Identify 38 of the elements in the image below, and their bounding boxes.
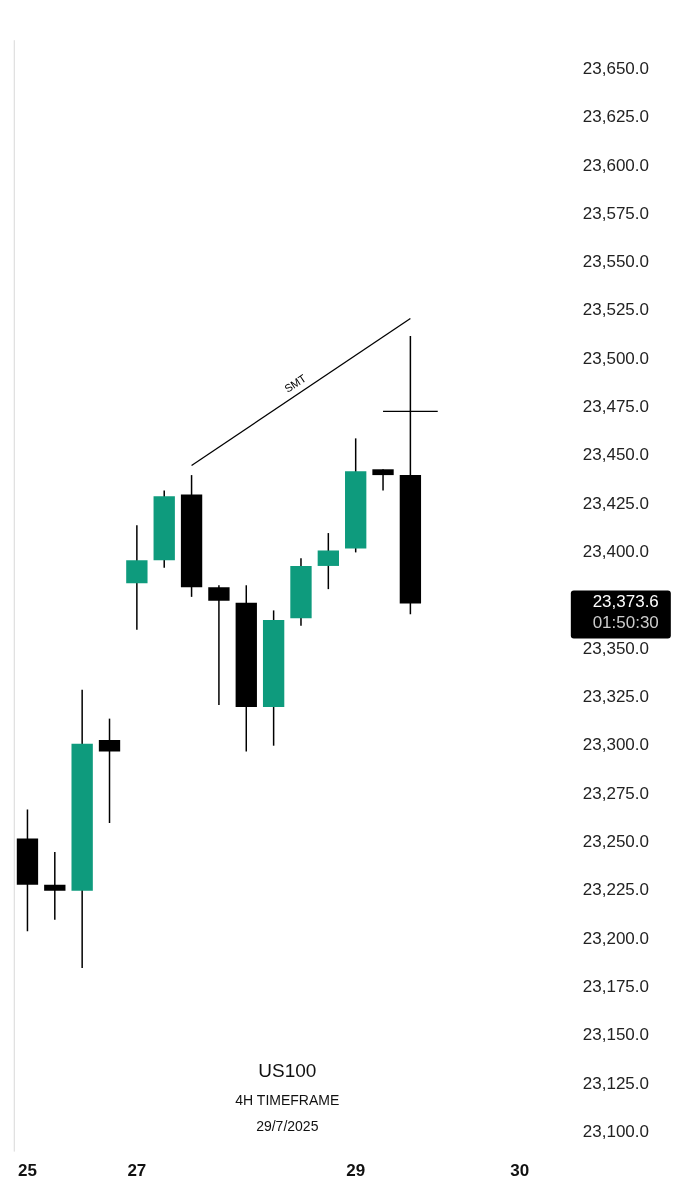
y-tick-label: 23,650.0 bbox=[582, 58, 650, 78]
y-tick-label: 23,150.0 bbox=[582, 1025, 650, 1045]
y-tick-label: 23,525.0 bbox=[582, 300, 650, 320]
y-tick-label: 23,625.0 bbox=[582, 107, 650, 127]
annotation: 4H TIMEFRAME bbox=[235, 1092, 340, 1109]
y-tick-label: 23,475.0 bbox=[582, 397, 650, 417]
text: SMT bbox=[282, 371, 309, 395]
text: 23,373.6 bbox=[592, 592, 659, 612]
x-tick-label: 30 bbox=[510, 1161, 530, 1181]
y-tick-label: 23,125.0 bbox=[582, 1073, 650, 1093]
candlestick bbox=[126, 524, 148, 631]
y-tick-label: 23,550.0 bbox=[582, 252, 650, 272]
candlestick bbox=[208, 584, 230, 706]
y-tick-label: 23,500.0 bbox=[582, 348, 650, 368]
text: 01:50:30 bbox=[592, 613, 659, 633]
candlestick bbox=[372, 468, 394, 492]
y-tick-label: 23,425.0 bbox=[582, 493, 650, 513]
y-tick-label: 23,350.0 bbox=[582, 638, 650, 658]
candlestick bbox=[44, 851, 66, 921]
annotation: US100 bbox=[258, 1059, 317, 1081]
y-tick-label: 23,400.0 bbox=[582, 542, 650, 562]
annotation: 29/7/2025 bbox=[256, 1118, 319, 1135]
y-tick-label: 23,450.0 bbox=[582, 445, 650, 465]
y-tick-label: 23,275.0 bbox=[582, 783, 650, 803]
y-tick-label: 23,600.0 bbox=[582, 155, 650, 175]
x-tick-label: 29 bbox=[346, 1161, 366, 1181]
y-tick-label: 23,100.0 bbox=[582, 1121, 650, 1141]
candlestick bbox=[317, 532, 339, 590]
y-tick-label: 23,325.0 bbox=[582, 687, 650, 707]
x-tick-label: 25 bbox=[17, 1161, 37, 1181]
y-tick-label: 23,575.0 bbox=[582, 203, 650, 223]
x-tick-label: 27 bbox=[127, 1161, 147, 1181]
y-tick-label: 23,250.0 bbox=[582, 832, 650, 852]
y-tick-label: 23,300.0 bbox=[582, 735, 650, 755]
y-tick-label: 23,225.0 bbox=[582, 880, 650, 900]
candlestick bbox=[98, 717, 121, 824]
y-tick-label: 23,175.0 bbox=[582, 976, 650, 996]
y-tick-label: 23,200.0 bbox=[582, 928, 650, 948]
